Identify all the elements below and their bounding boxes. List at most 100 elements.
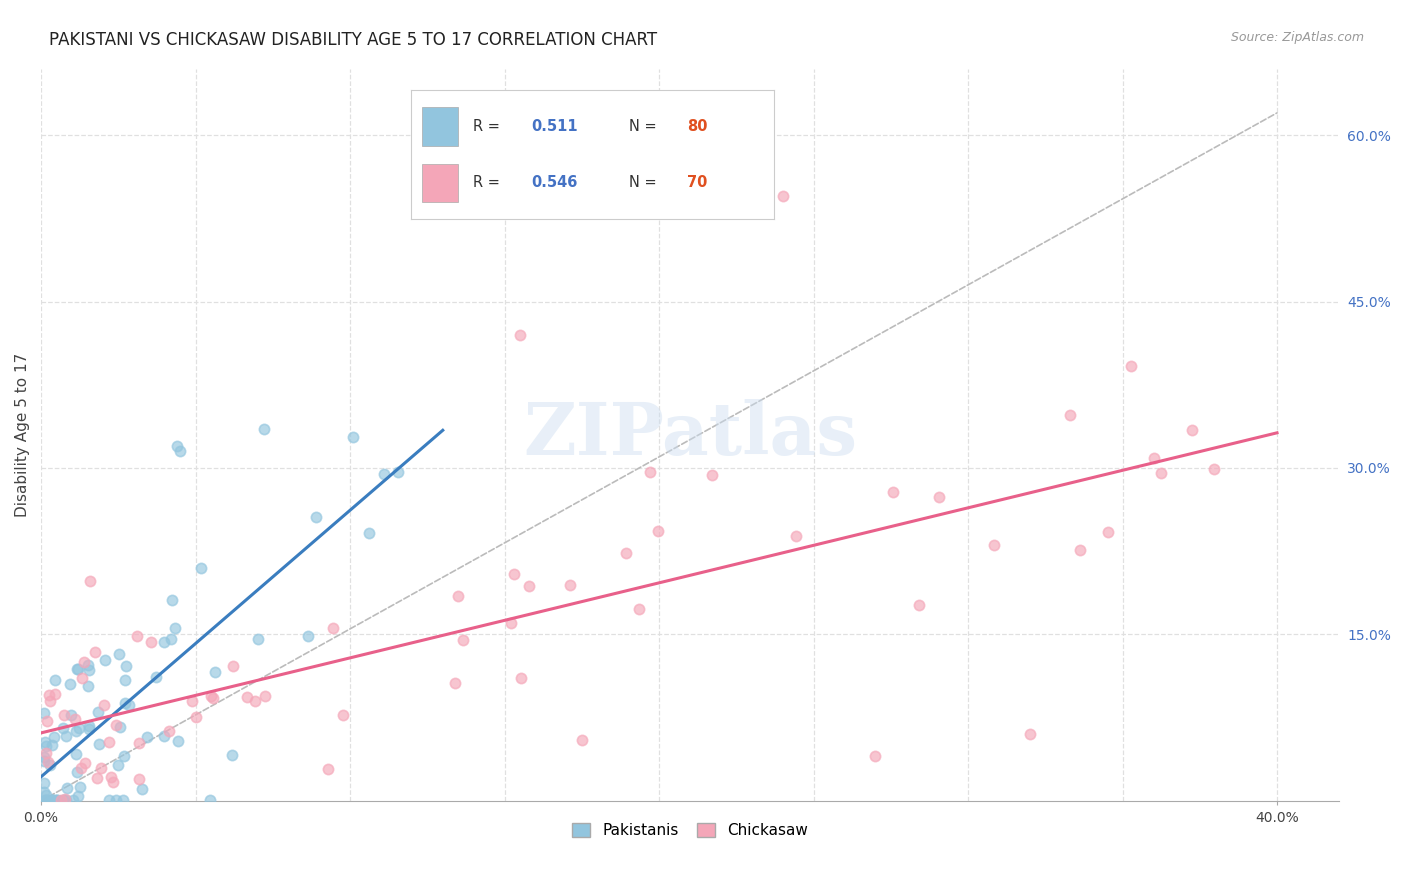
Point: [785, 529, 807, 543]
Point: [1097, 524, 1119, 539]
Text: PAKISTANI VS CHICKASAW DISABILITY AGE 5 TO 17 CORRELATION CHART: PAKISTANI VS CHICKASAW DISABILITY AGE 5 …: [49, 31, 658, 49]
Point: [297, 629, 319, 643]
Point: [235, 690, 257, 704]
Point: [111, 793, 134, 807]
Point: [387, 465, 409, 479]
Point: [34, 739, 56, 753]
Point: [1018, 727, 1040, 741]
Point: [166, 439, 188, 453]
Point: [181, 694, 204, 708]
Point: [1150, 466, 1173, 480]
Point: [44, 793, 66, 807]
Point: [77, 679, 100, 693]
Point: [517, 579, 540, 593]
Point: [451, 632, 474, 647]
Point: [35, 788, 58, 802]
Point: [69, 761, 91, 775]
Point: [104, 793, 127, 807]
Point: [444, 676, 467, 690]
Point: [37, 793, 59, 807]
Point: [77, 657, 100, 672]
Point: [882, 485, 904, 500]
Point: [93, 698, 115, 712]
Point: [32, 706, 55, 720]
Point: [44, 673, 66, 687]
Point: [32, 754, 55, 768]
Point: [127, 628, 149, 642]
Point: [316, 762, 339, 776]
Point: [243, 694, 266, 708]
Point: [32, 750, 55, 764]
Point: [100, 770, 122, 784]
Point: [87, 705, 110, 719]
Point: [37, 755, 59, 769]
Point: [65, 747, 87, 761]
Point: [77, 723, 100, 737]
Text: ZIPatlas: ZIPatlas: [523, 400, 858, 470]
Point: [69, 780, 91, 794]
Point: [34, 735, 56, 749]
Y-axis label: Disability Age 5 to 17: Disability Age 5 to 17: [15, 352, 30, 516]
Point: [614, 546, 637, 560]
Point: [165, 621, 187, 635]
Point: [94, 653, 117, 667]
Point: [32, 785, 55, 799]
Point: [160, 592, 183, 607]
Point: [77, 719, 100, 733]
Point: [160, 632, 183, 646]
Point: [510, 671, 533, 685]
Point: [114, 696, 136, 710]
Point: [37, 714, 59, 728]
Point: [983, 538, 1005, 552]
Point: [186, 709, 208, 723]
Point: [56, 780, 79, 795]
Point: [114, 673, 136, 688]
Legend: Pakistanis, Chickasaw: Pakistanis, Chickasaw: [565, 817, 814, 845]
Point: [305, 510, 328, 524]
Point: [84, 645, 107, 659]
Point: [89, 737, 111, 751]
Point: [157, 723, 180, 738]
Point: [1119, 359, 1142, 374]
Point: [1143, 450, 1166, 465]
Point: [73, 655, 96, 669]
Point: [98, 793, 121, 807]
Point: [51, 793, 73, 807]
Point: [63, 712, 86, 726]
Point: [59, 677, 82, 691]
Point: [90, 761, 112, 775]
Point: [342, 430, 364, 444]
Point: [67, 662, 90, 676]
Point: [252, 422, 274, 436]
Point: [332, 707, 354, 722]
Point: [1069, 542, 1091, 557]
Point: [128, 772, 150, 787]
Point: [118, 698, 141, 713]
Point: [46, 793, 69, 807]
Point: [322, 621, 344, 635]
Point: [42, 730, 65, 744]
Point: [53, 793, 76, 807]
Point: [34, 793, 56, 807]
Point: [41, 793, 63, 807]
Point: [34, 747, 56, 761]
Point: [67, 789, 90, 803]
Point: [202, 690, 225, 705]
Point: [503, 567, 526, 582]
Point: [772, 189, 794, 203]
Point: [501, 615, 523, 630]
Point: [700, 468, 723, 483]
Point: [41, 738, 63, 752]
Point: [1181, 423, 1204, 437]
Point: [509, 327, 531, 342]
Point: [41, 793, 63, 807]
Point: [32, 776, 55, 790]
Point: [254, 689, 277, 703]
Point: [1202, 462, 1225, 476]
Point: [167, 734, 190, 748]
Point: [1059, 408, 1081, 422]
Point: [865, 749, 887, 764]
Point: [169, 444, 191, 458]
Point: [115, 658, 138, 673]
Point: [53, 708, 76, 723]
